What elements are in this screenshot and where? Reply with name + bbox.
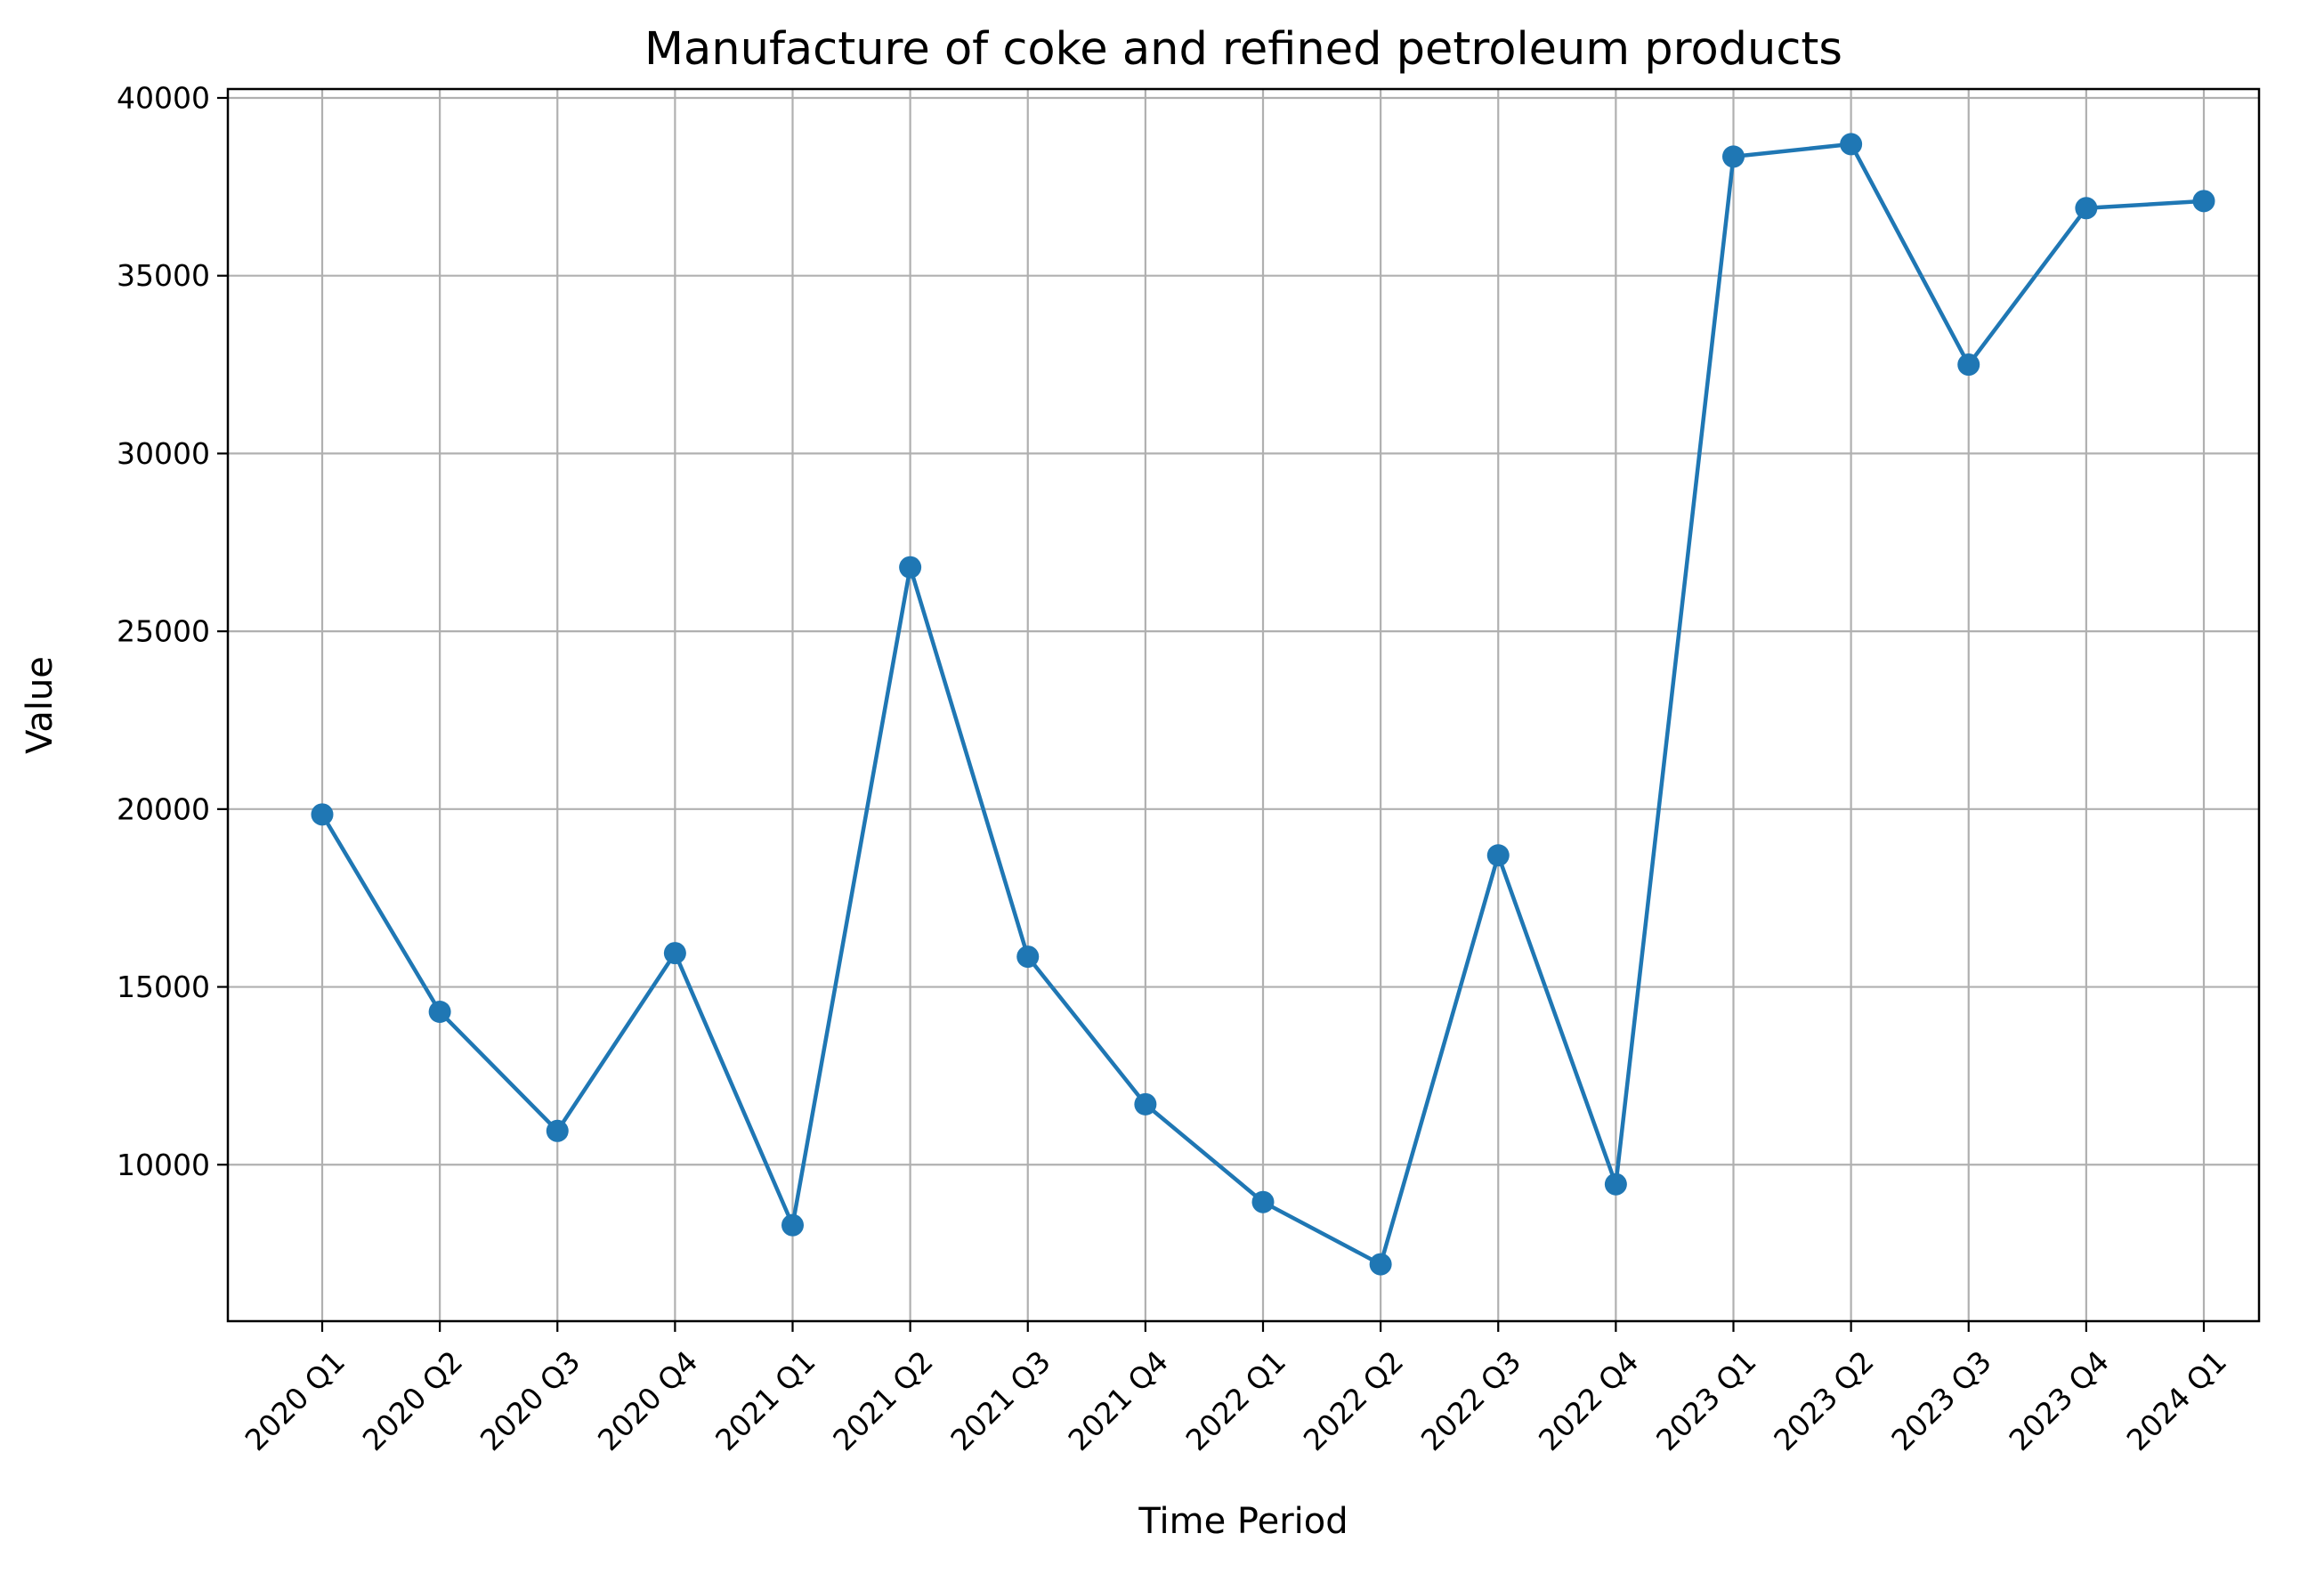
y-tick-label: 30000 (117, 436, 210, 471)
series-layer (311, 133, 2215, 1276)
y-tick-label: 10000 (117, 1148, 210, 1182)
data-point (2192, 190, 2215, 213)
y-tick-label: 20000 (117, 791, 210, 826)
data-point (781, 1213, 804, 1237)
y-tick-label: 35000 (117, 258, 210, 293)
data-point (1134, 1092, 1157, 1116)
chart-title: Manufacture of coke and refined petroleu… (644, 23, 1842, 76)
data-point (899, 556, 922, 579)
data-point (663, 942, 686, 965)
y-tick-label: 15000 (117, 970, 210, 1004)
data-point (1016, 945, 1040, 969)
data-point (1251, 1190, 1275, 1213)
data-point (428, 1001, 451, 1024)
y-tick-label: 40000 (117, 80, 210, 115)
data-point (311, 803, 334, 826)
data-point (1604, 1172, 1627, 1196)
data-point (1369, 1253, 1392, 1276)
y-tick-label: 25000 (117, 614, 210, 649)
data-point (2075, 197, 2098, 220)
plot-area-frame (226, 87, 2261, 1323)
data-point (1957, 353, 1980, 377)
data-point (546, 1119, 569, 1142)
x-axis-label: Time Period (1138, 1501, 1348, 1542)
y-axis-label: Value (20, 656, 61, 754)
data-point (1486, 844, 1510, 867)
data-point (1840, 133, 1863, 156)
data-point (1722, 145, 1745, 168)
